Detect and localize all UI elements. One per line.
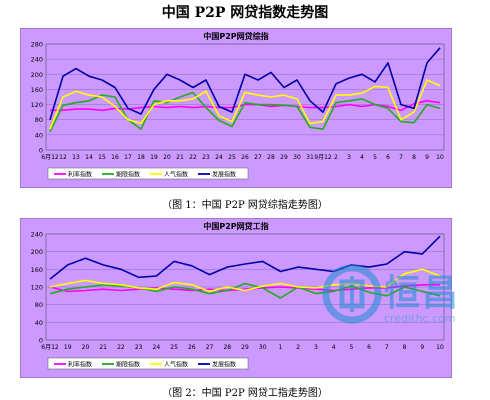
watermark-url: credithc.com <box>384 312 456 325</box>
y-tick-label: 80 <box>35 301 43 309</box>
chart-composite-index: 中国P2P网贷综指 0 40 80 120 160 200 240 280 6月12 12 13 14 1… <box>20 28 452 188</box>
series-line-2 <box>49 91 441 133</box>
x-tick-label: 6月12 <box>41 344 59 351</box>
x-tick-label: 2 <box>296 344 300 351</box>
x-tick-label: 15 <box>98 154 106 161</box>
x-tick-label: 13 <box>72 154 80 161</box>
x-tick-label: 16 <box>111 154 119 161</box>
x-tick-label: 9 <box>420 344 424 351</box>
y-tick-label: 120 <box>31 284 43 292</box>
x-tick-label: 6 <box>386 154 390 161</box>
x-tick-label: 28 <box>223 344 231 351</box>
y-tick-label: 240 <box>31 231 43 239</box>
x-tick-label: 22 <box>117 344 125 351</box>
x-tick-label: 27 <box>254 154 262 161</box>
y-tick-label: 280 <box>31 41 43 49</box>
x-tick-label: 8 <box>403 344 407 351</box>
y-tick-label: 240 <box>31 56 43 64</box>
y-tick-label: 0 <box>39 337 43 345</box>
x-tick-label: 25 <box>228 154 236 161</box>
legend-box <box>47 167 249 180</box>
x-tick-label: 19 <box>64 344 72 351</box>
x-tick-label: 12 <box>59 154 67 161</box>
watermark-brand: 恒昌 <box>384 273 461 314</box>
x-tick-label: 31 <box>306 154 314 161</box>
legend-label: 发展指数 <box>212 361 236 369</box>
x-tick-label: 9 <box>425 154 429 161</box>
x-tick-label: 4 <box>332 344 336 351</box>
x-tick-label: 4 <box>360 154 364 161</box>
legend-label: 利率指数 <box>68 361 92 369</box>
y-tick-label: 200 <box>31 71 43 79</box>
legend-label: 期限指数 <box>116 171 140 179</box>
x-tick-label: 27 <box>206 344 214 351</box>
x-tick-label: 29 <box>280 154 288 161</box>
legend-label: 发展指数 <box>212 171 236 179</box>
series-line-3 <box>49 79 441 130</box>
x-tick-label: 20 <box>82 344 90 351</box>
y-tick-label: 160 <box>31 266 43 274</box>
y-tick-label: 40 <box>35 131 43 139</box>
x-tick-label: 9月12 <box>314 154 332 161</box>
x-tick-label: 26 <box>241 154 249 161</box>
x-tick-label: 6月12 <box>41 154 59 161</box>
y-tick-label: 0 <box>39 147 43 155</box>
x-tick-label: 7 <box>385 344 389 351</box>
x-tick-label: 20 <box>163 154 171 161</box>
x-tick-label: 26 <box>188 344 196 351</box>
x-tick-label: 3 <box>314 344 318 351</box>
y-tick-label: 160 <box>31 86 43 94</box>
x-tick-label: 3 <box>347 154 351 161</box>
x-tick-label: 23 <box>202 154 210 161</box>
legend-label: 利率指数 <box>68 171 92 179</box>
x-tick-label: 10 <box>436 344 444 351</box>
caption-1: （图 1：中国 P2P 网贷综指走势图） <box>162 200 328 211</box>
y-tick-label: 200 <box>31 248 43 256</box>
x-tick-label: 19 <box>150 154 158 161</box>
caption-2: （图 2：中国 P2P 网贷工指走势图） <box>162 388 328 399</box>
x-tick-label: 2 <box>334 154 338 161</box>
x-tick-label: 17 <box>124 154 132 161</box>
x-tick-label: 22 <box>189 154 197 161</box>
x-tick-label: 10 <box>436 154 444 161</box>
legend-label: 人气指数 <box>164 171 188 179</box>
watermark-logo-icon <box>322 264 382 324</box>
y-tick-label: 120 <box>31 101 43 109</box>
y-tick-label: 80 <box>35 116 43 124</box>
chart-title: 中国P2P网贷综指 <box>203 31 268 41</box>
x-tick-label: 5 <box>349 344 353 351</box>
legend-label: 人气指数 <box>164 361 188 369</box>
x-tick-label: 7 <box>399 154 403 161</box>
x-tick-label: 25 <box>170 344 178 351</box>
x-tick-label: 1 <box>279 344 283 351</box>
x-tick-label: 21 <box>99 344 107 351</box>
x-tick-label: 6 <box>367 344 371 351</box>
x-tick-label: 14 <box>85 154 93 161</box>
x-tick-label: 24 <box>153 344 161 351</box>
plot-area <box>45 43 445 151</box>
x-tick-label: 8 <box>412 154 416 161</box>
x-tick-label: 18 <box>137 154 145 161</box>
legend-label: 期限指数 <box>116 361 140 369</box>
x-tick-label: 30 <box>259 344 267 351</box>
series-line-4 <box>49 47 441 120</box>
watermark: 恒昌 credithc.com <box>322 262 472 332</box>
x-tick-label: 28 <box>267 154 275 161</box>
x-tick-label: 24 <box>215 154 223 161</box>
x-tick-label: 23 <box>135 344 143 351</box>
y-tick-label: 40 <box>35 319 43 327</box>
x-tick-label: 5 <box>373 154 377 161</box>
legend-box <box>47 357 249 370</box>
series-line-4 <box>49 235 441 280</box>
page-title: 中国 P2P 网贷指数走势图 <box>161 5 329 21</box>
x-tick-label: 21 <box>176 154 184 161</box>
chart-title: 中国P2P网贷工指 <box>203 221 268 231</box>
x-tick-label: 30 <box>293 154 301 161</box>
x-tick-label: 29 <box>241 344 249 351</box>
